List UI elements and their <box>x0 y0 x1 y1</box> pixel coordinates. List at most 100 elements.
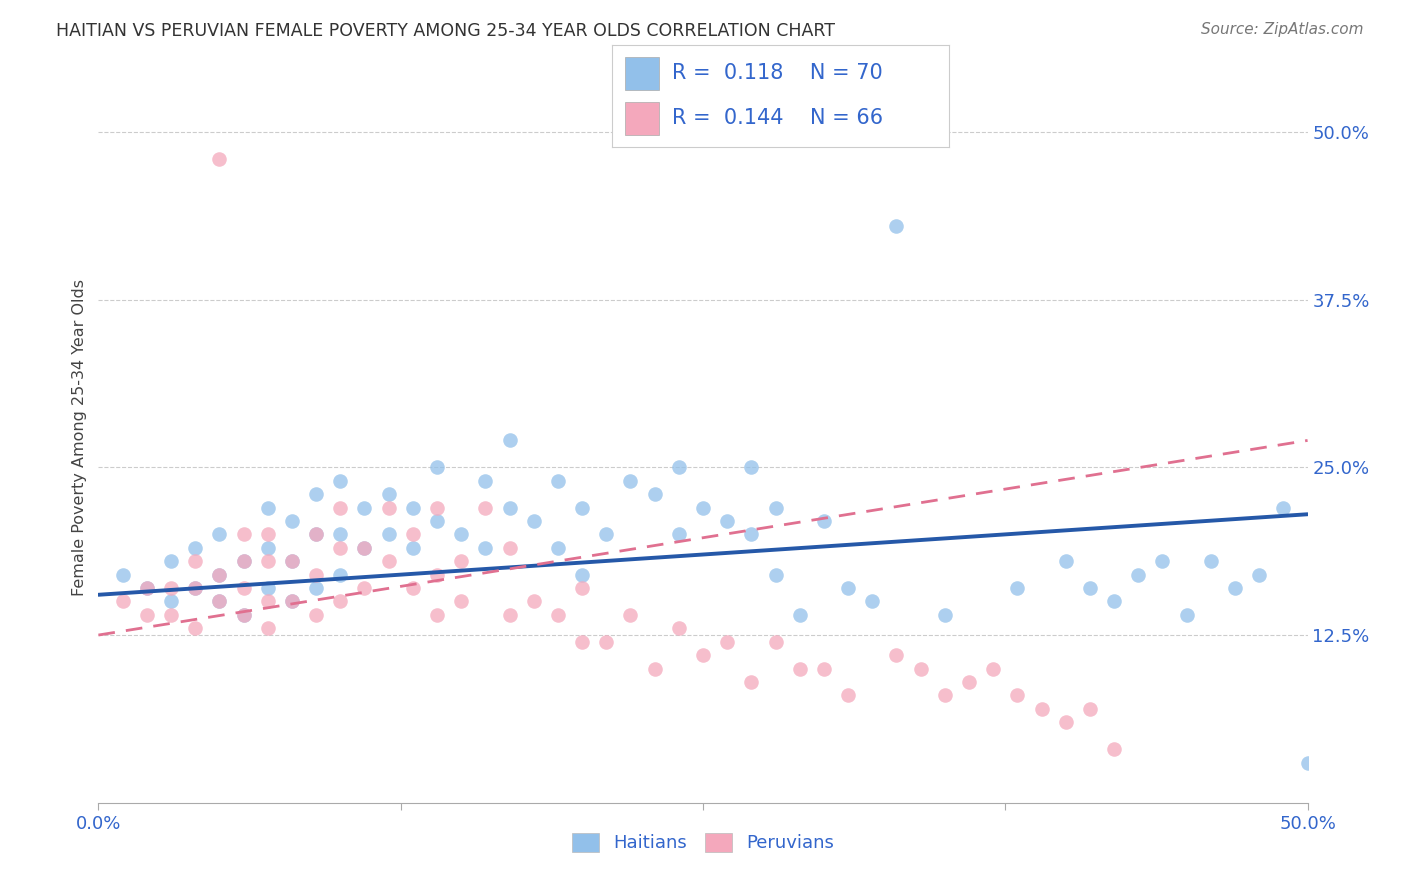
Point <box>886 219 908 233</box>
Bar <box>626 102 659 135</box>
Point <box>329 594 352 608</box>
Point <box>281 594 304 608</box>
Point <box>377 500 399 515</box>
Point <box>377 554 399 568</box>
Point <box>571 567 593 582</box>
Point <box>547 474 569 488</box>
Y-axis label: Female Poverty Among 25-34 Year Olds: Female Poverty Among 25-34 Year Olds <box>72 278 87 596</box>
Point <box>426 500 449 515</box>
Point <box>377 527 399 541</box>
Point <box>498 434 520 448</box>
Point <box>305 527 328 541</box>
Point <box>256 541 278 555</box>
Point <box>305 487 328 501</box>
Point <box>450 527 472 541</box>
Bar <box>626 57 659 90</box>
Point <box>450 554 472 568</box>
Point <box>886 648 908 662</box>
Point <box>281 514 304 528</box>
Point <box>377 487 399 501</box>
Point <box>910 662 932 676</box>
Point <box>668 527 690 541</box>
Point <box>1152 554 1174 568</box>
Legend: Haitians, Peruvians: Haitians, Peruvians <box>564 826 842 860</box>
Point <box>450 594 472 608</box>
Point <box>1128 567 1150 582</box>
Point <box>1054 715 1077 730</box>
Point <box>789 662 811 676</box>
Point <box>402 500 425 515</box>
Point <box>353 541 375 555</box>
Point <box>1296 756 1319 770</box>
Point <box>571 581 593 595</box>
Point <box>740 675 762 690</box>
Point <box>765 500 787 515</box>
Point <box>208 567 231 582</box>
Point <box>305 567 328 582</box>
Point <box>1031 702 1053 716</box>
Point <box>256 581 278 595</box>
Point <box>232 581 254 595</box>
Point <box>402 581 425 595</box>
Point <box>232 527 254 541</box>
Point <box>1223 581 1246 595</box>
Point <box>426 514 449 528</box>
Point <box>523 514 546 528</box>
Point <box>716 634 738 648</box>
Point <box>644 662 666 676</box>
Point <box>957 675 980 690</box>
Point <box>402 527 425 541</box>
Point <box>1078 581 1101 595</box>
Point <box>571 500 593 515</box>
Point <box>305 581 328 595</box>
Point <box>256 594 278 608</box>
Point <box>1272 500 1295 515</box>
Point <box>813 662 835 676</box>
Point <box>1199 554 1222 568</box>
Point <box>934 607 956 622</box>
Point <box>498 500 520 515</box>
Point <box>498 607 520 622</box>
Point <box>789 607 811 622</box>
Point <box>668 621 690 635</box>
Point <box>981 662 1004 676</box>
Point <box>184 554 207 568</box>
Point <box>232 607 254 622</box>
Point <box>474 474 496 488</box>
Point <box>160 554 183 568</box>
Point <box>256 527 278 541</box>
Point <box>329 527 352 541</box>
Point <box>426 567 449 582</box>
Point <box>1102 742 1125 756</box>
Point <box>523 594 546 608</box>
Point <box>1249 567 1271 582</box>
Point <box>353 541 375 555</box>
Point <box>668 460 690 475</box>
Point <box>644 487 666 501</box>
Point <box>232 554 254 568</box>
Point <box>837 689 859 703</box>
Point <box>1175 607 1198 622</box>
Point <box>281 554 304 568</box>
Point <box>547 607 569 622</box>
Point <box>256 621 278 635</box>
Point <box>184 541 207 555</box>
Point <box>426 460 449 475</box>
Point <box>329 567 352 582</box>
Point <box>160 581 183 595</box>
Point <box>474 541 496 555</box>
Point <box>160 607 183 622</box>
Point <box>1007 689 1029 703</box>
Point <box>232 554 254 568</box>
Point <box>329 500 352 515</box>
Point <box>305 607 328 622</box>
Point <box>208 527 231 541</box>
Point <box>1054 554 1077 568</box>
Point <box>184 581 207 595</box>
Text: Source: ZipAtlas.com: Source: ZipAtlas.com <box>1201 22 1364 37</box>
Point <box>765 634 787 648</box>
Point <box>135 607 157 622</box>
Point <box>716 514 738 528</box>
Point <box>1007 581 1029 595</box>
Point <box>232 607 254 622</box>
